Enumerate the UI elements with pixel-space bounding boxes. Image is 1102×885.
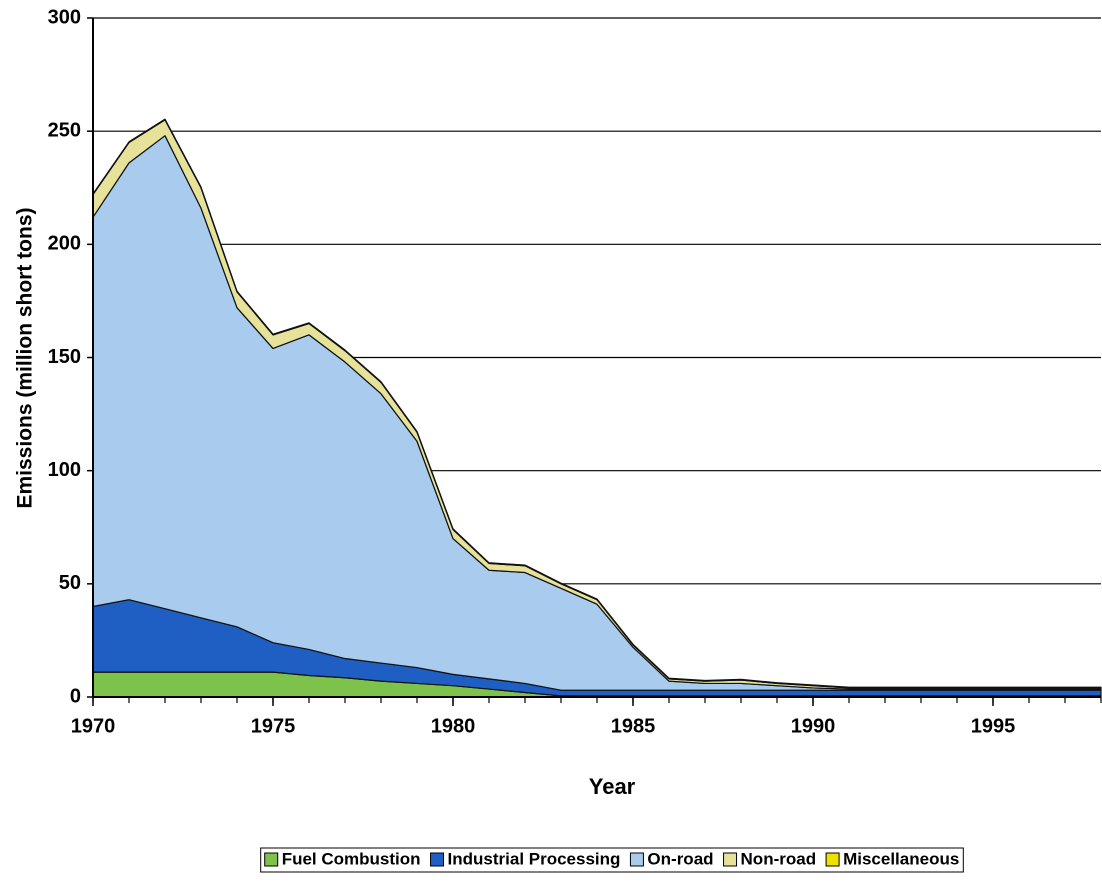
legend-border xyxy=(260,847,964,873)
legend-label: Industrial Processing xyxy=(448,849,621,868)
x-tick-label: 1970 xyxy=(71,715,116,737)
y-tick-label: 200 xyxy=(48,233,81,255)
legend-swatch xyxy=(430,852,445,867)
y-tick-label: 100 xyxy=(48,459,81,481)
area xyxy=(92,118,1102,689)
y-tick-label: 300 xyxy=(48,6,81,28)
x-tick-label: 1985 xyxy=(611,715,656,737)
legend-swatch xyxy=(723,852,738,867)
legend-label: Non-road xyxy=(741,849,817,868)
legend-swatch xyxy=(264,852,279,867)
legend-label: Miscellaneous xyxy=(843,849,959,868)
area xyxy=(92,135,1102,691)
y-tick-label: 150 xyxy=(48,346,81,368)
y-axis-label: Emissions (million short tons) xyxy=(14,207,37,508)
x-axis-label: Year xyxy=(589,774,636,799)
legend: Fuel Combustion Industrial Processing On-r… xyxy=(264,849,959,868)
x-tick-label: 1975 xyxy=(251,715,296,737)
legend-label: Fuel Combustion xyxy=(282,849,421,868)
y-tick-label: 0 xyxy=(70,685,81,707)
x-tick-label: 1990 xyxy=(791,715,836,737)
y-tick-label: 250 xyxy=(48,119,81,141)
y-tick-label: 50 xyxy=(59,572,81,594)
x-tick-label: 1980 xyxy=(431,715,476,737)
legend-swatch xyxy=(825,852,840,867)
x-tick-label: 1995 xyxy=(971,715,1016,737)
legend-label: On-road xyxy=(647,849,713,868)
legend-swatch xyxy=(629,852,644,867)
